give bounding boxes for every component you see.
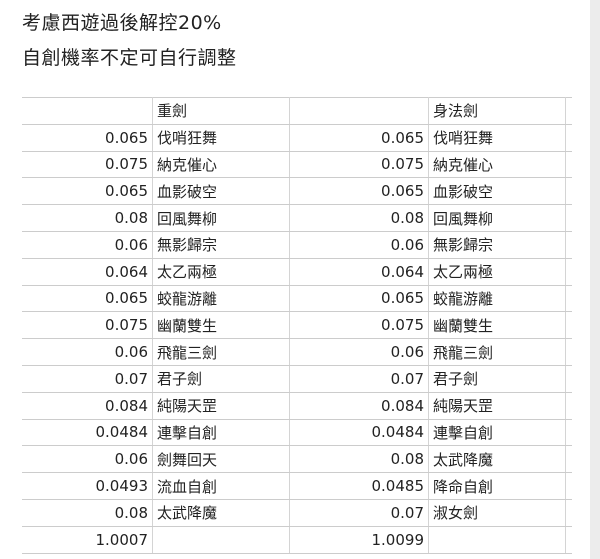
header-agile-sword: 身法劍: [428, 97, 566, 125]
table-row: 0.0493 流血自創 0.0485 降命自創: [22, 472, 572, 500]
heavy-skill-cell: 幽蘭雙生: [152, 311, 290, 340]
agile-prob-cell: 0.084: [289, 391, 429, 420]
table-row: 0.075 幽蘭雙生 0.075 幽蘭雙生: [22, 311, 572, 340]
agile-prob-cell: 0.08: [289, 445, 429, 474]
table-row: 0.06 無影歸宗 0.06 無影歸宗: [22, 230, 572, 259]
heavy-prob-cell: 0.075: [22, 150, 153, 179]
heavy-prob-cell: 0.0493: [22, 472, 153, 500]
heavy-prob-cell: 1.0007: [22, 525, 153, 554]
agile-skill-cell: 淑女劍: [428, 498, 566, 527]
heavy-skill-cell: 純陽天罡: [152, 391, 290, 420]
heavy-skill-cell: 血影破空: [152, 177, 290, 206]
agile-skill-cell: 納克催心: [428, 150, 566, 179]
heavy-prob-cell: 0.065: [22, 284, 153, 313]
table-row: 0.08 回風舞柳 0.08 回風舞柳: [22, 204, 572, 232]
heavy-skill-cell: 回風舞柳: [152, 204, 290, 232]
table-row: 0.065 血影破空 0.065 血影破空: [22, 177, 572, 206]
heavy-skill-cell: 太乙兩極: [152, 257, 290, 286]
heavy-prob-cell: 0.064: [22, 257, 153, 286]
table-row: 0.065 伐哨狂舞 0.065 伐哨狂舞: [22, 123, 572, 152]
scrollbar-edge: [590, 0, 600, 559]
agile-prob-cell: 0.06: [289, 230, 429, 259]
agile-skill-cell: 連擊自創: [428, 418, 566, 447]
heavy-prob-cell: 0.06: [22, 230, 153, 259]
agile-prob-cell: 0.075: [289, 311, 429, 340]
note-line-1: 考慮西遊過後解控20%: [22, 12, 222, 34]
heavy-prob-cell: 0.08: [22, 498, 153, 527]
header-cell: [22, 97, 153, 125]
agile-skill-cell: 降命自創: [428, 472, 566, 500]
heavy-skill-cell: 劍舞回天: [152, 445, 290, 474]
heavy-prob-cell: 0.0484: [22, 418, 153, 447]
agile-prob-cell: 0.064: [289, 257, 429, 286]
agile-prob-cell: 0.0485: [289, 472, 429, 500]
heavy-prob-cell: 0.065: [22, 177, 153, 206]
agile-prob-cell: 1.0099: [289, 525, 429, 554]
agile-skill-cell: 太武降魔: [428, 445, 566, 474]
agile-prob-cell: 0.065: [289, 284, 429, 313]
table-row: 0.06 飛龍三劍 0.06 飛龍三劍: [22, 338, 572, 366]
agile-prob-cell: 0.07: [289, 364, 429, 393]
table-row: 0.064 太乙兩極 0.064 太乙兩極: [22, 257, 572, 286]
agile-skill-cell: 純陽天罡: [428, 391, 566, 420]
agile-prob-cell: 0.08: [289, 204, 429, 232]
agile-prob-cell: 0.075: [289, 150, 429, 179]
agile-skill-cell: [428, 525, 566, 554]
header-heavy-sword: 重劍: [152, 97, 290, 125]
heavy-prob-cell: 0.075: [22, 311, 153, 340]
agile-skill-cell: 幽蘭雙生: [428, 311, 566, 340]
agile-skill-cell: 伐哨狂舞: [428, 123, 566, 152]
probability-table: 重劍 身法劍 0.065 伐哨狂舞 0.065 伐哨狂舞 0.075 納克催心 0.075 納…: [22, 97, 572, 554]
heavy-skill-cell: 連擊自創: [152, 418, 290, 447]
heavy-prob-cell: 0.08: [22, 204, 153, 232]
heavy-skill-cell: 蛟龍游離: [152, 284, 290, 313]
heavy-skill-cell: 飛龍三劍: [152, 338, 290, 366]
agile-prob-cell: 0.065: [289, 177, 429, 206]
agile-skill-cell: 飛龍三劍: [428, 338, 566, 366]
table-row: 0.065 蛟龍游離 0.065 蛟龍游離: [22, 284, 572, 313]
heavy-prob-cell: 0.065: [22, 123, 153, 152]
table-row: 0.07 君子劍 0.07 君子劍: [22, 364, 572, 393]
agile-prob-cell: 0.065: [289, 123, 429, 152]
heavy-skill-cell: 太武降魔: [152, 498, 290, 527]
heavy-skill-cell: 流血自創: [152, 472, 290, 500]
table-row: 0.08 太武降魔 0.07 淑女劍: [22, 498, 572, 527]
agile-prob-cell: 0.06: [289, 338, 429, 366]
heavy-skill-cell: 伐哨狂舞: [152, 123, 290, 152]
heavy-skill-cell: 君子劍: [152, 364, 290, 393]
agile-skill-cell: 太乙兩極: [428, 257, 566, 286]
heavy-prob-cell: 0.07: [22, 364, 153, 393]
header-row: 重劍 身法劍: [22, 97, 572, 125]
agile-skill-cell: 回風舞柳: [428, 204, 566, 232]
table-row: 0.075 納克催心 0.075 納克催心: [22, 150, 572, 179]
agile-skill-cell: 君子劍: [428, 364, 566, 393]
heavy-prob-cell: 0.06: [22, 338, 153, 366]
header-cell: [289, 97, 429, 125]
agile-prob-cell: 0.07: [289, 498, 429, 527]
totals-row: 1.0007 1.0099: [22, 525, 572, 554]
agile-skill-cell: 無影歸宗: [428, 230, 566, 259]
agile-skill-cell: 血影破空: [428, 177, 566, 206]
heavy-skill-cell: 無影歸宗: [152, 230, 290, 259]
agile-prob-cell: 0.0484: [289, 418, 429, 447]
heavy-prob-cell: 0.06: [22, 445, 153, 474]
table-row: 0.06 劍舞回天 0.08 太武降魔: [22, 445, 572, 474]
agile-skill-cell: 蛟龍游離: [428, 284, 566, 313]
note-line-2: 自創機率不定可自行調整: [22, 47, 237, 69]
heavy-skill-cell: 納克催心: [152, 150, 290, 179]
table-row: 0.084 純陽天罡 0.084 純陽天罡: [22, 391, 572, 420]
heavy-skill-cell: [152, 525, 290, 554]
heavy-prob-cell: 0.084: [22, 391, 153, 420]
table-row: 0.0484 連擊自創 0.0484 連擊自創: [22, 418, 572, 447]
